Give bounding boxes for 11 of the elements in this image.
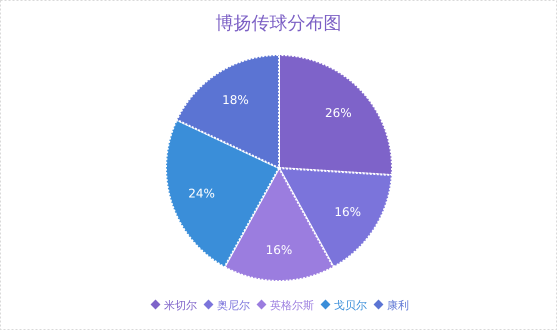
- data-label: 26%: [324, 106, 352, 120]
- legend-label: 奥尼尔: [217, 299, 250, 312]
- legend-label: 康利: [387, 299, 409, 312]
- data-label: 18%: [222, 92, 249, 107]
- chart-title: 博扬传球分布图: [216, 13, 342, 34]
- data-label: 16%: [334, 205, 362, 220]
- legend-label: 米切尔: [164, 299, 197, 312]
- data-label: 24%: [188, 186, 215, 201]
- data-label: 16%: [266, 242, 292, 257]
- legend-label: 英格尔斯: [270, 299, 314, 312]
- legend-label: 戈贝尔: [334, 299, 367, 312]
